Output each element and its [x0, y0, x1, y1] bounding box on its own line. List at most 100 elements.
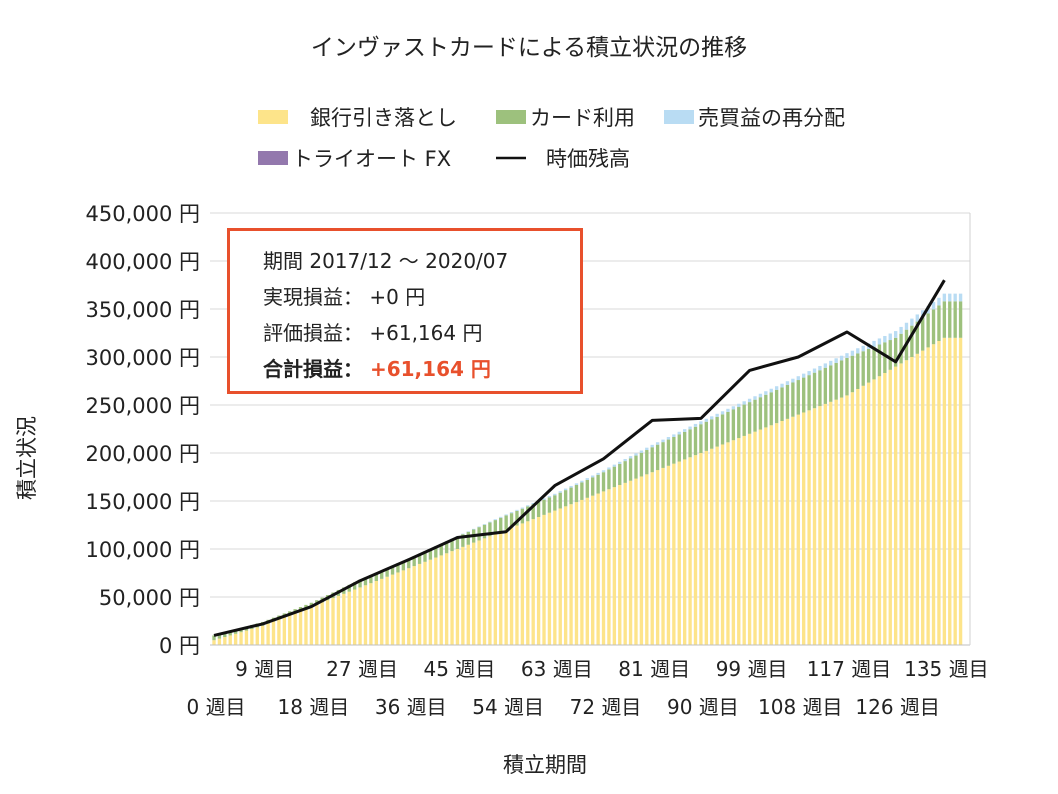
- bar-segment: [320, 602, 324, 645]
- bar-segment: [785, 418, 790, 645]
- bar-segment: [850, 392, 855, 645]
- x-tick-label-lower: 126 週目: [855, 695, 940, 719]
- bar-segment: [720, 444, 725, 645]
- legend-swatch-redistribution: [664, 110, 694, 124]
- bar-segment: [845, 353, 849, 358]
- bar-segment: [212, 640, 216, 645]
- bar-segment: [807, 375, 811, 411]
- bar-segment: [623, 461, 627, 483]
- x-tick-label-upper: 81 週目: [618, 657, 690, 681]
- bar-segment: [937, 305, 941, 341]
- total-row: 合計損益： +61,164 円: [263, 355, 580, 391]
- bar-segment: [893, 337, 898, 367]
- bar-segment: [553, 495, 557, 511]
- bar-segment: [661, 442, 665, 468]
- bar-segment: [666, 465, 671, 645]
- bar-segment: [558, 492, 562, 509]
- bar-segment: [336, 595, 341, 645]
- bar-segment: [948, 293, 952, 302]
- bar-segment: [255, 627, 259, 645]
- bar-segment: [499, 531, 503, 645]
- legend-label-bank: 銀行引き落とし: [310, 106, 457, 130]
- bar-segment: [785, 384, 790, 419]
- bar-segment: [931, 301, 936, 310]
- bar-segment: [877, 376, 882, 645]
- bar-segment: [591, 477, 595, 496]
- bar-segment: [520, 507, 525, 509]
- bar-segment: [753, 431, 757, 645]
- bar-segment: [228, 630, 232, 636]
- bar-segment: [796, 380, 800, 415]
- bar-segment: [877, 338, 882, 345]
- bar-segment: [737, 438, 741, 645]
- bar-segment: [601, 472, 606, 492]
- bar-segment: [693, 423, 698, 427]
- bar-segment: [742, 401, 746, 405]
- bar-segment: [910, 318, 914, 326]
- bar-segment: [710, 416, 714, 420]
- bar-segment: [315, 604, 319, 645]
- bar-segment: [893, 366, 898, 645]
- bar-segment: [666, 437, 671, 440]
- bar-segment: [850, 355, 855, 393]
- bar-segment: [823, 367, 828, 404]
- bar-segment: [829, 365, 833, 402]
- bar-segment: [509, 527, 514, 645]
- bar-segment: [904, 322, 909, 330]
- bar-segment: [948, 337, 952, 645]
- bar-segment: [910, 325, 914, 357]
- bar-segment: [558, 491, 562, 493]
- bar-segment: [607, 467, 611, 470]
- bar-segment: [948, 301, 952, 338]
- bar-segment: [856, 348, 860, 354]
- x-tick-label-upper: 9 週目: [235, 657, 294, 681]
- bar-segment: [726, 408, 730, 412]
- bar-segment: [461, 546, 465, 645]
- bar-segment: [618, 485, 622, 645]
- bar-segment: [515, 510, 519, 526]
- bar-segment: [369, 575, 373, 584]
- bar-segment: [937, 297, 941, 306]
- bar-segment: [942, 337, 947, 645]
- bar-segment: [634, 478, 638, 645]
- bar-segment: [861, 351, 865, 386]
- bar-segment: [861, 385, 865, 645]
- bar-segment: [309, 606, 314, 645]
- bar-segment: [791, 382, 795, 417]
- bars: [212, 293, 963, 645]
- unrealized-label: 評価損益：: [263, 321, 363, 345]
- bar-segment: [363, 585, 368, 645]
- y-tick-label: 300,000 円: [85, 346, 200, 370]
- bar-segment: [791, 378, 795, 383]
- x-tick-label-upper: 63 週目: [521, 657, 593, 681]
- bar-segment: [591, 495, 595, 645]
- bar-segment: [596, 474, 600, 494]
- x-tick-label-upper: 135 週目: [904, 657, 989, 681]
- bar-segment: [434, 546, 438, 558]
- y-tick-label: 400,000 円: [85, 250, 200, 274]
- bar-segment: [888, 369, 892, 645]
- bar-segment: [374, 581, 378, 645]
- legend-label-autofx: トライオート FX: [292, 147, 451, 171]
- bar-segment: [623, 458, 627, 462]
- bar-segment: [921, 317, 925, 351]
- bar-segment: [812, 372, 817, 409]
- bar-segment: [569, 487, 573, 505]
- bar-segment: [829, 401, 833, 645]
- bar-segment: [304, 608, 308, 645]
- bar-segment: [796, 376, 800, 381]
- realized-row: 実現損益： +0 円: [263, 283, 580, 319]
- bar-segment: [499, 517, 503, 532]
- x-tick-label-lower: 90 週目: [667, 695, 739, 719]
- bar-segment: [217, 638, 222, 645]
- bar-segment: [818, 365, 822, 371]
- bar-segment: [358, 587, 362, 645]
- bar-segment: [369, 583, 373, 645]
- bar-segment: [747, 402, 752, 434]
- bar-segment: [764, 427, 768, 645]
- bar-segment: [926, 347, 930, 645]
- bar-segment: [958, 337, 963, 645]
- bar-segment: [423, 561, 427, 645]
- bar-segment: [866, 382, 871, 645]
- x-tick-label-lower: 72 週目: [570, 695, 642, 719]
